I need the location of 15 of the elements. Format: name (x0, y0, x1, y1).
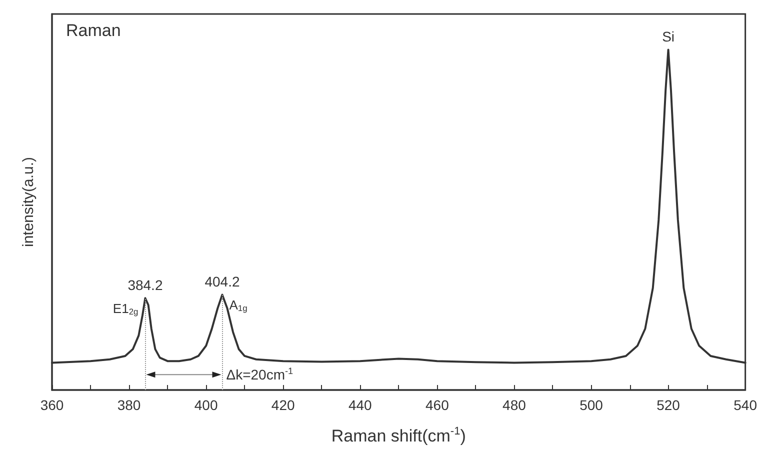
x-tick-label: 460 (426, 397, 450, 413)
x-tick-label: 540 (734, 397, 758, 413)
x-tick-label: 380 (117, 397, 141, 413)
x-tick-label: 360 (40, 397, 64, 413)
x-tick-label: 420 (271, 397, 295, 413)
annotation: 404.2 (204, 274, 240, 290)
x-tick-label: 520 (656, 397, 680, 413)
y-axis-title: intensity(a.u.) (20, 156, 37, 248)
text: Raman (66, 21, 121, 40)
x-tick-label: 480 (502, 397, 526, 413)
annotation: 384.2 (128, 277, 163, 294)
x-tick-label: 500 (580, 397, 604, 413)
x-tick-label: 400 (194, 397, 218, 413)
x-tick-label: 440 (348, 397, 372, 413)
annotation: Si (662, 28, 675, 45)
